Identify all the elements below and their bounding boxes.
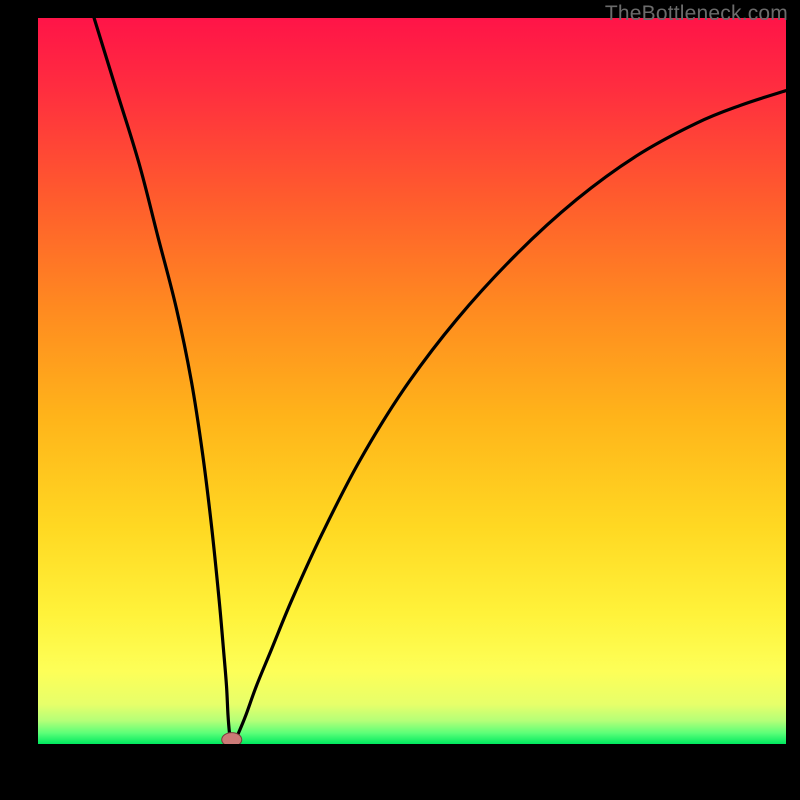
plot-svg [38, 18, 786, 744]
plot-area [38, 18, 786, 744]
watermark-text: TheBottleneck.com [605, 2, 788, 26]
chart-frame: TheBottleneck.com [0, 0, 800, 800]
gradient-background [38, 18, 786, 744]
optimal-point-marker [222, 733, 242, 744]
